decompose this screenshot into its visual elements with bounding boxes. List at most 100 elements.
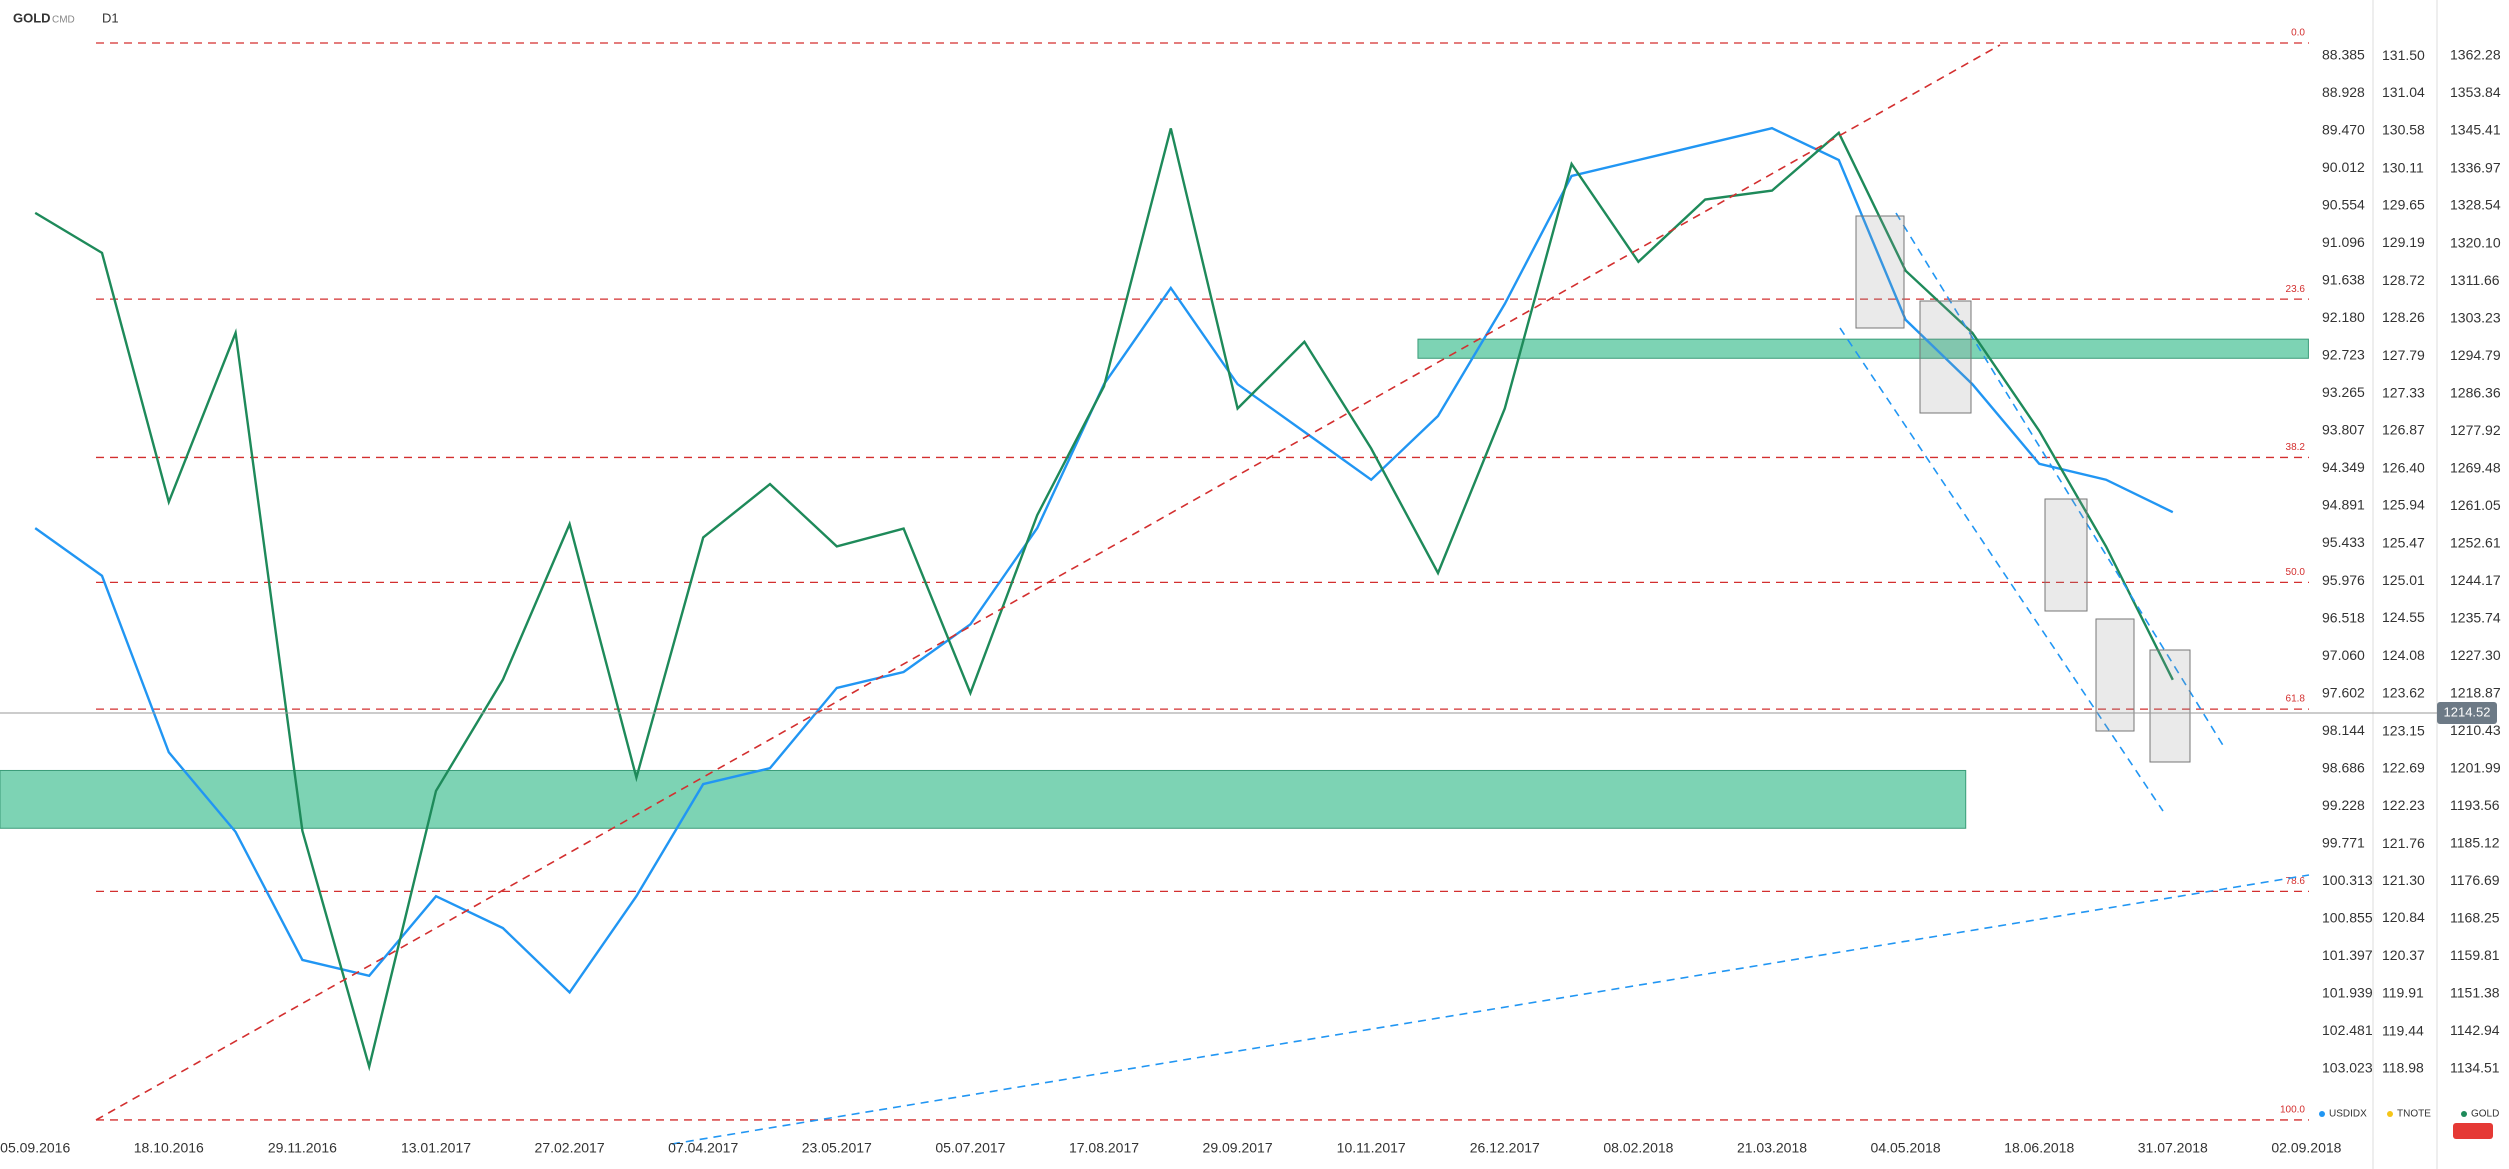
y-tick-label: 1218.87 [2450, 684, 2501, 700]
y3-tick-label: 130.11 [2382, 159, 2424, 175]
y-tick-label: 1311.66 [2450, 272, 2500, 288]
y-tick-label: 1294.79 [2450, 347, 2501, 363]
timeframe[interactable]: D1 [102, 10, 119, 25]
y-tick-label: 1362.28 [2450, 47, 2501, 63]
y-tick-label: 1353.84 [2450, 84, 2501, 100]
y2-tick-label: 92.723 [2322, 347, 2365, 363]
y2-tick-label: 93.265 [2322, 384, 2365, 400]
box [2095, 618, 2135, 732]
y2-tick-label: 90.012 [2322, 159, 2365, 175]
y3-tick-label: 122.23 [2382, 797, 2425, 813]
zone [1417, 338, 2309, 359]
y-tick-label: 1227.30 [2450, 647, 2501, 663]
y3-tick-label: 126.87 [2382, 421, 2425, 437]
y3-tick-label: 125.01 [2382, 572, 2425, 588]
y3-tick-label: 127.33 [2382, 384, 2425, 400]
fib-label: 50.0 [2286, 567, 2306, 578]
y-tick-label: 1345.41 [2450, 122, 2501, 138]
fib-label: 100.0 [2280, 1105, 2305, 1116]
y-tick-label: 1201.99 [2450, 759, 2501, 775]
x-tick-label: 27.02.2017 [535, 1140, 605, 1156]
y3-tick-label: 121.30 [2382, 872, 2425, 888]
x-tick-label: 17.08.2017 [1069, 1140, 1139, 1156]
trend-line [671, 874, 2310, 1145]
channel-line [1839, 327, 2164, 812]
y-tick-label: 1244.17 [2450, 572, 2501, 588]
fib-label: 0.0 [2291, 28, 2305, 39]
y-tick-label: 1134.51 [2450, 1059, 2500, 1075]
y2-tick-label: 91.096 [2322, 234, 2365, 250]
y3-tick-label: 126.40 [2382, 459, 2425, 475]
x-tick-label: 10.11.2017 [1337, 1140, 1406, 1156]
y2-tick-label: 88.928 [2322, 84, 2365, 100]
legend-dot [2387, 1111, 2393, 1117]
action-button[interactable] [2453, 1123, 2493, 1139]
y3-tick-label: 123.62 [2382, 684, 2425, 700]
y2-tick-label: 97.602 [2322, 684, 2365, 700]
y-tick-label: 1320.10 [2450, 234, 2501, 250]
y2-tick-label: 96.518 [2322, 609, 2365, 625]
y3-tick-label: 119.91 [2382, 984, 2424, 1000]
box [2149, 649, 2191, 763]
y3-tick-label: 127.79 [2382, 347, 2425, 363]
source[interactable]: CMD [52, 15, 75, 26]
x-tick-label: 18.10.2016 [134, 1140, 204, 1156]
y2-tick-label: 100.855 [2322, 909, 2373, 925]
y2-tick-label: 98.144 [2322, 722, 2365, 738]
y-tick-label: 1193.56 [2450, 797, 2500, 813]
legend-dot [2319, 1111, 2325, 1117]
y3-tick-label: 130.58 [2382, 121, 2425, 137]
y-tick-label: 1176.69 [2450, 872, 2500, 888]
y3-tick-label: 121.76 [2382, 835, 2425, 851]
y3-tick-label: 131.50 [2382, 47, 2425, 63]
y2-tick-label: 91.638 [2322, 272, 2365, 288]
x-tick-label: 31.07.2018 [2138, 1140, 2208, 1156]
last-price-tag [2437, 702, 2497, 725]
x-tick-label: 05.09.2016 [0, 1140, 70, 1156]
fib-label: 23.6 [2286, 284, 2306, 295]
y2-tick-label: 92.180 [2322, 309, 2365, 325]
y3-tick-label: 124.55 [2382, 609, 2425, 625]
y2-tick-label: 102.481 [2322, 1022, 2373, 1038]
y3-tick-label: 128.72 [2382, 272, 2425, 288]
y2-tick-label: 89.470 [2322, 122, 2365, 138]
x-tick-label: 13.01.2017 [401, 1140, 471, 1156]
y-tick-label: 1252.61 [2450, 534, 2501, 550]
legend-label: TNOTE [2397, 1109, 2431, 1120]
y3-tick-label: 119.44 [2382, 1022, 2424, 1038]
channel-line [1895, 212, 2225, 748]
y3-tick-label: 129.19 [2382, 234, 2425, 250]
fib-label: 61.8 [2286, 694, 2306, 705]
y2-tick-label: 99.228 [2322, 797, 2365, 813]
y2-tick-label: 101.397 [2322, 947, 2373, 963]
y-tick-label: 1286.36 [2450, 384, 2501, 400]
x-tick-label: 29.11.2016 [268, 1140, 337, 1156]
y3-tick-label: 128.26 [2382, 309, 2425, 325]
boxes [1855, 215, 2191, 763]
x-tick-label: 07.04.2017 [668, 1140, 738, 1156]
y-tick-label: 1328.54 [2450, 197, 2501, 213]
y2-tick-label: 99.771 [2322, 834, 2365, 850]
y-tick-label: 1277.92 [2450, 422, 2501, 438]
y2-tick-label: 94.891 [2322, 497, 2365, 513]
x-tick-label: 23.05.2017 [802, 1140, 872, 1156]
x-tick-label: 05.07.2017 [935, 1140, 1005, 1156]
legend-label: GOLD [2471, 1109, 2499, 1120]
y-tick-label: 1142.94 [2450, 1022, 2500, 1038]
fib-label: 78.6 [2286, 876, 2306, 887]
y-tick-label: 1185.12 [2450, 834, 2500, 850]
y-tick-label: 1261.05 [2450, 497, 2501, 513]
y2-tick-label: 95.976 [2322, 572, 2365, 588]
y3-tick-label: 123.15 [2382, 722, 2425, 738]
y3-tick-label: 122.69 [2382, 760, 2425, 776]
y2-tick-label: 103.023 [2322, 1059, 2373, 1075]
x-tick-label: 21.03.2018 [1737, 1140, 1807, 1156]
legend-label: USDIDX [2329, 1109, 2367, 1120]
x-tick-label: 04.05.2018 [1871, 1140, 1941, 1156]
symbol[interactable]: GOLD [13, 10, 51, 25]
y2-tick-label: 94.349 [2322, 459, 2365, 475]
y2-tick-label: 100.313 [2322, 872, 2373, 888]
y3-tick-label: 124.08 [2382, 647, 2425, 663]
